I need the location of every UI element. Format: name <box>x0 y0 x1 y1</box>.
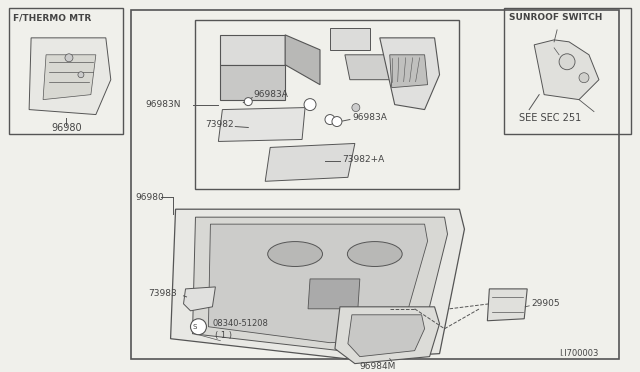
Bar <box>9 8 123 135</box>
Text: 96983N: 96983N <box>146 100 181 109</box>
Bar <box>131 10 619 359</box>
Polygon shape <box>43 55 96 100</box>
Circle shape <box>65 54 73 62</box>
Text: 96983A: 96983A <box>253 90 288 99</box>
Polygon shape <box>380 38 440 110</box>
Polygon shape <box>218 108 305 141</box>
Text: 73982+A: 73982+A <box>342 155 384 164</box>
Polygon shape <box>335 307 440 363</box>
Text: SEE SEC 251: SEE SEC 251 <box>519 113 582 122</box>
Polygon shape <box>285 35 320 85</box>
Text: 96983A: 96983A <box>352 113 387 122</box>
Polygon shape <box>348 315 424 357</box>
Text: 73982: 73982 <box>205 120 234 129</box>
Polygon shape <box>487 289 527 321</box>
Text: S: S <box>192 324 196 330</box>
Polygon shape <box>171 209 465 359</box>
Polygon shape <box>29 38 111 115</box>
Polygon shape <box>390 55 428 88</box>
Text: 96984M: 96984M <box>360 362 396 371</box>
Text: 73983: 73983 <box>148 289 177 298</box>
Text: ( 1 ): ( 1 ) <box>216 331 232 340</box>
Text: 96980: 96980 <box>51 122 82 132</box>
Circle shape <box>332 116 342 126</box>
Polygon shape <box>184 287 216 311</box>
Text: 08340-51208: 08340-51208 <box>212 319 268 328</box>
Text: 96980: 96980 <box>136 193 164 202</box>
Polygon shape <box>345 55 390 80</box>
Circle shape <box>78 72 84 78</box>
Ellipse shape <box>268 241 323 266</box>
Circle shape <box>244 97 252 106</box>
Text: 29905: 29905 <box>531 299 560 308</box>
Polygon shape <box>330 28 370 50</box>
Polygon shape <box>209 224 428 343</box>
Circle shape <box>559 54 575 70</box>
Bar <box>504 8 631 135</box>
Polygon shape <box>308 279 360 309</box>
Circle shape <box>191 319 207 335</box>
Circle shape <box>352 104 360 112</box>
Circle shape <box>304 99 316 110</box>
Circle shape <box>579 73 589 83</box>
Polygon shape <box>265 144 355 181</box>
Bar <box>195 20 460 189</box>
Text: SUNROOF SWITCH: SUNROOF SWITCH <box>509 13 603 22</box>
Polygon shape <box>220 65 285 100</box>
Polygon shape <box>534 40 599 100</box>
Text: F/THERMO MTR: F/THERMO MTR <box>13 13 92 22</box>
Circle shape <box>325 115 335 125</box>
Polygon shape <box>193 217 447 351</box>
Text: I.I700003: I.I700003 <box>559 349 598 358</box>
Ellipse shape <box>348 241 402 266</box>
Polygon shape <box>220 35 285 65</box>
